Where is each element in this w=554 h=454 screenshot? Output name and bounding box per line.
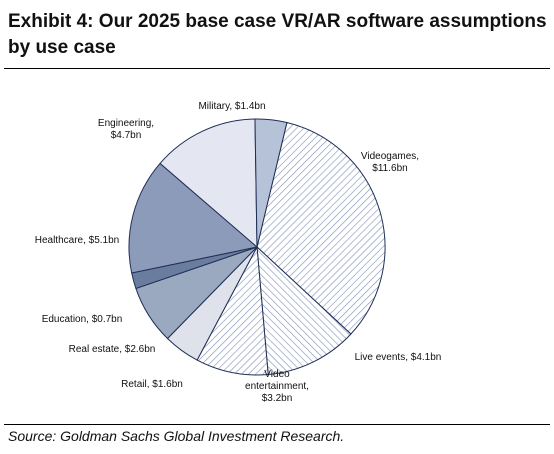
label-engineering: Engineering, $4.7bn	[98, 118, 154, 141]
label-healthcare: Healthcare, $5.1bn	[35, 235, 120, 246]
source-note: Source: Goldman Sachs Global Investment …	[8, 428, 345, 444]
slice-healthcare	[128, 162, 259, 274]
label-education: Education, $0.7bn	[42, 314, 123, 325]
pie-slices	[128, 118, 386, 376]
slice-live-events	[256, 245, 352, 376]
exhibit-title: Exhibit 4: Our 2025 base case VR/AR soft…	[8, 11, 547, 58]
label-live-events: Live events, $4.1bn	[355, 352, 442, 363]
label-real-estate: Real estate, $2.6bn	[69, 344, 156, 355]
label-retail: Retail, $1.6bn	[121, 379, 183, 390]
source-rule	[4, 424, 550, 425]
slice-labels: Videogames, $11.6bn Live events, $4.1bn Vid…	[35, 101, 442, 404]
slice-engineering	[159, 118, 258, 249]
slice-military	[254, 118, 288, 248]
slice-videogames	[256, 121, 386, 335]
title-rule	[4, 68, 550, 69]
label-military: Military, $1.4bn	[198, 101, 265, 112]
label-video-entertainment: Video entertainment, $3.2bn	[245, 369, 309, 404]
label-videogames: Videogames, $11.6bn	[361, 151, 419, 174]
